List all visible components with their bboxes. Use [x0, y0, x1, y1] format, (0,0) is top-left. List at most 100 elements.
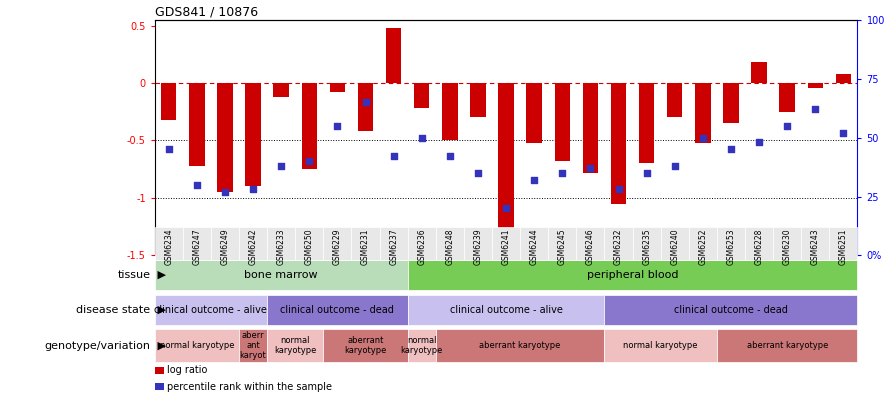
- Bar: [605, 329, 717, 362]
- Point: [640, 170, 654, 176]
- Bar: [267, 227, 295, 260]
- Bar: [660, 227, 689, 260]
- Bar: [217, 83, 232, 192]
- Text: bone marrow: bone marrow: [244, 270, 318, 280]
- Text: GSM6234: GSM6234: [164, 228, 173, 265]
- Text: GSM6248: GSM6248: [446, 228, 454, 265]
- Bar: [246, 83, 261, 187]
- Bar: [774, 227, 801, 260]
- Text: GSM6229: GSM6229: [333, 228, 342, 265]
- Text: log ratio: log ratio: [167, 365, 208, 375]
- Bar: [611, 83, 626, 204]
- Point: [836, 130, 850, 136]
- Text: GSM6230: GSM6230: [782, 228, 792, 265]
- Bar: [835, 74, 851, 83]
- Bar: [155, 227, 183, 260]
- Point: [612, 186, 626, 192]
- Text: percentile rank within the sample: percentile rank within the sample: [167, 382, 332, 392]
- Bar: [155, 260, 408, 290]
- Bar: [723, 83, 739, 123]
- Bar: [492, 227, 520, 260]
- Text: aberr
ant
karyot: aberr ant karyot: [240, 331, 266, 360]
- Bar: [267, 329, 324, 362]
- Point: [359, 99, 373, 105]
- Text: clinical outcome - alive: clinical outcome - alive: [450, 305, 562, 315]
- Text: normal karyotype: normal karyotype: [623, 341, 698, 350]
- Bar: [436, 227, 464, 260]
- Bar: [436, 329, 605, 362]
- Text: clinical outcome - alive: clinical outcome - alive: [155, 305, 267, 315]
- Text: normal
karyotype: normal karyotype: [400, 336, 443, 355]
- Bar: [408, 329, 436, 362]
- Text: GSM6228: GSM6228: [755, 228, 764, 265]
- Bar: [717, 329, 857, 362]
- Text: GSM6233: GSM6233: [277, 228, 286, 265]
- Bar: [155, 329, 239, 362]
- Bar: [751, 62, 766, 83]
- Bar: [239, 227, 267, 260]
- Bar: [273, 83, 289, 97]
- Text: GSM6237: GSM6237: [389, 228, 398, 265]
- Point: [217, 188, 232, 195]
- Bar: [408, 295, 605, 325]
- Bar: [408, 227, 436, 260]
- Point: [808, 106, 822, 112]
- Bar: [829, 227, 857, 260]
- Point: [499, 205, 514, 211]
- Bar: [358, 83, 373, 131]
- Text: clinical outcome - dead: clinical outcome - dead: [674, 305, 788, 315]
- Point: [555, 170, 569, 176]
- Bar: [808, 83, 823, 88]
- Text: GDS841 / 10876: GDS841 / 10876: [155, 6, 258, 19]
- Bar: [639, 83, 654, 164]
- Bar: [633, 227, 660, 260]
- Text: normal karyotype: normal karyotype: [160, 341, 234, 350]
- Bar: [499, 83, 514, 242]
- Bar: [576, 227, 605, 260]
- Bar: [183, 227, 211, 260]
- Bar: [554, 83, 570, 161]
- Text: GSM6241: GSM6241: [501, 228, 511, 265]
- Point: [415, 135, 429, 141]
- Bar: [189, 83, 204, 166]
- Bar: [211, 227, 239, 260]
- Bar: [379, 227, 408, 260]
- Bar: [161, 83, 177, 120]
- Bar: [717, 227, 745, 260]
- Text: GSM6239: GSM6239: [474, 228, 483, 265]
- Point: [443, 153, 457, 160]
- Bar: [352, 227, 379, 260]
- Bar: [745, 227, 774, 260]
- Point: [331, 123, 345, 129]
- Text: GSM6252: GSM6252: [698, 228, 707, 265]
- Point: [696, 135, 710, 141]
- Point: [274, 163, 288, 169]
- Text: GSM6245: GSM6245: [558, 228, 567, 265]
- Text: clinical outcome - dead: clinical outcome - dead: [280, 305, 394, 315]
- Text: genotype/variation: genotype/variation: [44, 341, 150, 350]
- Text: ▶: ▶: [154, 270, 166, 280]
- Bar: [801, 227, 829, 260]
- Text: GSM6244: GSM6244: [530, 228, 538, 265]
- Text: disease state: disease state: [76, 305, 150, 315]
- Text: tissue: tissue: [118, 270, 150, 280]
- Bar: [155, 295, 267, 325]
- Text: GSM6235: GSM6235: [642, 228, 652, 265]
- Point: [667, 163, 682, 169]
- Bar: [324, 227, 352, 260]
- Text: GSM6251: GSM6251: [839, 228, 848, 265]
- Bar: [689, 227, 717, 260]
- Point: [471, 170, 485, 176]
- Text: aberrant
karyotype: aberrant karyotype: [345, 336, 386, 355]
- Bar: [442, 83, 458, 141]
- Point: [162, 146, 176, 152]
- Bar: [295, 227, 324, 260]
- Text: GSM6249: GSM6249: [220, 228, 230, 265]
- Bar: [667, 83, 682, 118]
- Bar: [330, 83, 345, 92]
- Bar: [527, 83, 542, 143]
- Point: [386, 153, 400, 160]
- Point: [302, 158, 316, 164]
- Text: GSM6246: GSM6246: [586, 228, 595, 265]
- Bar: [414, 83, 430, 108]
